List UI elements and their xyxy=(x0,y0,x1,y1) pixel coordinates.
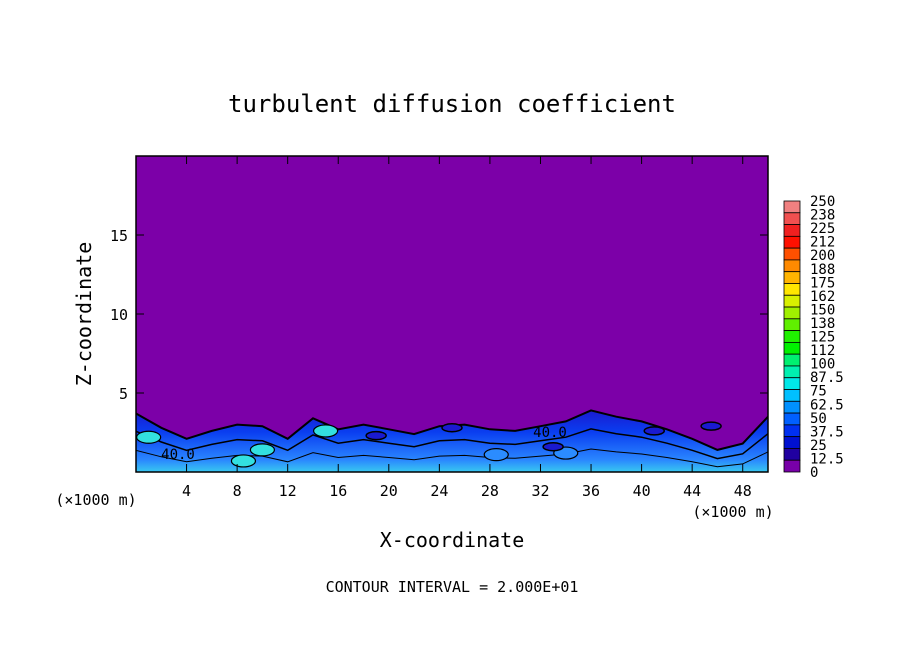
colorbar-label: 87.5 xyxy=(810,370,844,386)
contour-label: 40.0 xyxy=(161,447,195,463)
colorbar-label: 75 xyxy=(810,384,827,400)
contour-blob xyxy=(249,443,275,457)
colorbar-cell xyxy=(783,389,801,402)
colorbar-cell xyxy=(783,436,801,449)
contour-blob xyxy=(365,430,387,441)
x-tick-label: 24 xyxy=(430,482,448,500)
colorbar-cell xyxy=(783,377,801,390)
colorbar-cell xyxy=(783,212,801,225)
x-tick-label: 44 xyxy=(683,482,701,500)
y-axis-label: Z-coordinate xyxy=(72,242,96,387)
colorbar-cell xyxy=(783,400,801,414)
x-unit-right: (×1000 m) xyxy=(692,503,773,521)
colorbar-cell xyxy=(783,424,801,438)
colorbar-cell xyxy=(783,247,801,261)
colorbar-label: 138 xyxy=(810,316,835,332)
colorbar-cell xyxy=(783,235,801,249)
colorbar-cell xyxy=(783,294,801,308)
y-tick-label: 15 xyxy=(110,227,128,245)
x-tick-label: 40 xyxy=(633,482,651,500)
x-tick-label: 48 xyxy=(734,482,752,500)
colorbar-label: 162 xyxy=(810,289,835,305)
colorbar-cell xyxy=(783,341,801,355)
colorbar-cell xyxy=(783,318,801,332)
x-tick-label: 36 xyxy=(582,482,600,500)
colorbar-label: 250 xyxy=(810,194,835,210)
x-tick-label: 12 xyxy=(279,482,297,500)
colorbar-label: 225 xyxy=(810,221,835,237)
contour-blob xyxy=(483,448,509,462)
x-tick-label: 16 xyxy=(329,482,347,500)
contour-line xyxy=(136,428,768,460)
colorbar-label: 50 xyxy=(810,411,827,427)
x-tick-label: 4 xyxy=(182,482,191,500)
colorbar-label: 200 xyxy=(810,248,835,264)
colorbar-cell xyxy=(783,306,801,320)
y-axis: 5 10 15 xyxy=(110,227,768,403)
colorbar-label: 0 xyxy=(810,465,818,481)
turbulent-region xyxy=(136,410,768,472)
colorbar-cell xyxy=(783,353,801,367)
x-tick-label: 28 xyxy=(481,482,499,500)
contour-blob xyxy=(700,421,722,431)
colorbar: 2502382252122001881751621501381251121008… xyxy=(783,194,844,481)
contour-blob xyxy=(230,454,257,468)
plot-background xyxy=(136,156,768,472)
colorbar-label: 188 xyxy=(810,262,835,278)
x-tick-label: 8 xyxy=(233,482,242,500)
x-unit-left: (×1000 m) xyxy=(55,491,136,509)
colorbar-cell xyxy=(783,412,801,426)
contour-blob xyxy=(441,423,463,433)
colorbar-cell xyxy=(783,365,801,379)
colorbar-label: 238 xyxy=(810,208,835,224)
colorbar-label: 37.5 xyxy=(810,424,844,440)
colorbar-cell xyxy=(783,283,801,296)
colorbar-label: 175 xyxy=(810,275,835,291)
x-tick-label: 32 xyxy=(531,482,549,500)
contour-blob xyxy=(313,424,339,438)
contour-blob xyxy=(136,430,162,444)
colorbar-cell xyxy=(783,271,801,284)
colorbar-label: 100 xyxy=(810,357,835,373)
chart-title: turbulent diffusion coefficient xyxy=(228,90,676,118)
colorbar-label: 62.5 xyxy=(810,397,844,413)
colorbar-cell xyxy=(783,459,801,473)
x-axis: 4 8 12 16 20 24 28 32 36 40 44 48 xyxy=(182,156,752,500)
contour-label: 40.0 xyxy=(533,425,567,441)
colorbar-label: 125 xyxy=(810,330,835,346)
x-axis-label: X-coordinate xyxy=(380,528,525,552)
colorbar-label: 12.5 xyxy=(810,451,844,467)
contour-interval-footer: CONTOUR INTERVAL = 2.000E+01 xyxy=(326,578,579,596)
colorbar-cell xyxy=(783,224,801,237)
contour-blob xyxy=(542,441,564,452)
colorbar-cell xyxy=(783,259,801,273)
colorbar-cell xyxy=(783,330,801,343)
y-tick-label: 10 xyxy=(110,306,128,324)
colorbar-label: 150 xyxy=(810,302,835,318)
colorbar-label: 112 xyxy=(810,343,835,359)
colorbar-cell xyxy=(783,200,801,214)
colorbar-cell xyxy=(783,448,801,461)
colorbar-label: 212 xyxy=(810,235,835,251)
y-tick-label: 5 xyxy=(119,385,128,403)
turbulent-layer xyxy=(136,409,768,472)
x-tick-label: 20 xyxy=(380,482,398,500)
colorbar-label: 25 xyxy=(810,438,827,454)
contour-blob xyxy=(643,426,665,436)
